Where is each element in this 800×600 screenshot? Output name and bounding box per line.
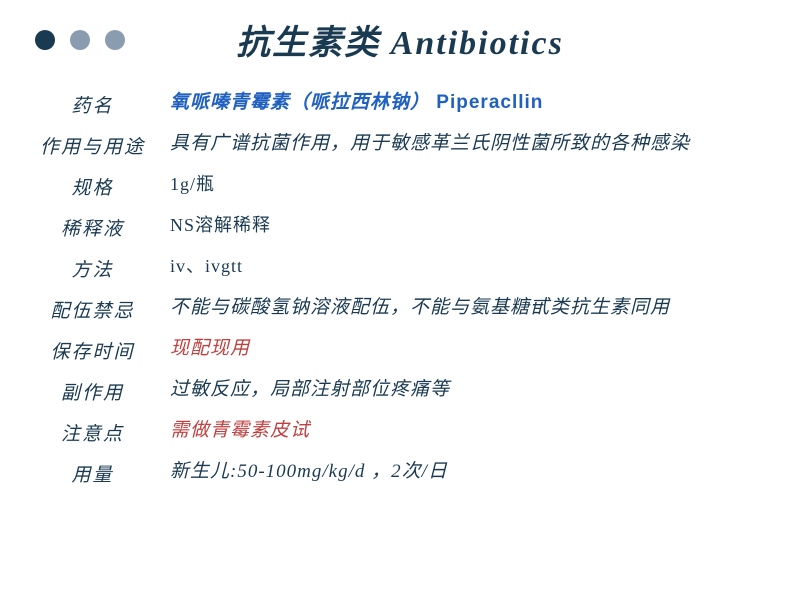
row-value: NS溶解稀释 [160, 212, 800, 239]
row-label: 作用与用途 [25, 130, 160, 159]
info-row: 稀释液NS溶解稀释 [25, 212, 800, 241]
row-value: 过敏反应，局部注射部位疼痛等 [160, 376, 800, 405]
row-value: 1g/瓶 [160, 171, 800, 198]
row-value: 需做青霉素皮试 [160, 417, 800, 446]
info-row: 规格1g/瓶 [25, 171, 800, 200]
info-row: 配伍禁忌不能与碳酸氢钠溶液配伍，不能与氨基糖甙类抗生素同用 [25, 294, 800, 323]
info-row: 作用与用途具有广谱抗菌作用，用于敏感革兰氏阴性菌所致的各种感染 [25, 130, 800, 159]
dot-2 [70, 30, 90, 50]
row-label: 配伍禁忌 [25, 294, 160, 323]
row-label: 稀释液 [25, 212, 160, 241]
dot-1 [35, 30, 55, 50]
row-value: 现配现用 [160, 335, 800, 364]
row-value: iv、ivgtt [160, 253, 800, 280]
info-row: 副作用过敏反应，局部注射部位疼痛等 [25, 376, 800, 405]
row-label: 药名 [25, 89, 160, 118]
row-label: 规格 [25, 171, 160, 200]
row-value: 新生儿:50-100mg/kg/d ，2次/日 [160, 458, 800, 487]
decorative-dots [35, 30, 125, 50]
info-row: 药名氧哌嗪青霉素（哌拉西林钠） Piperacllin [25, 89, 800, 118]
info-row: 方法iv、ivgtt [25, 253, 800, 282]
drug-name-cn: 氧哌嗪青霉素（哌拉西林钠） [170, 92, 430, 113]
row-label: 保存时间 [25, 335, 160, 364]
row-label: 方法 [25, 253, 160, 282]
row-label: 用量 [25, 458, 160, 487]
info-row: 用量新生儿:50-100mg/kg/d ，2次/日 [25, 458, 800, 487]
drug-name-en: Piperacllin [430, 92, 543, 113]
row-value: 具有广谱抗菌作用，用于敏感革兰氏阴性菌所致的各种感染 [160, 130, 800, 159]
row-value: 氧哌嗪青霉素（哌拉西林钠） Piperacllin [160, 89, 800, 118]
info-row: 保存时间现配现用 [25, 335, 800, 364]
dot-3 [105, 30, 125, 50]
row-label: 注意点 [25, 417, 160, 446]
row-label: 副作用 [25, 376, 160, 405]
row-value: 不能与碳酸氢钠溶液配伍，不能与氨基糖甙类抗生素同用 [160, 294, 800, 323]
content-table: 药名氧哌嗪青霉素（哌拉西林钠） Piperacllin作用与用途具有广谱抗菌作用… [0, 89, 800, 487]
info-row: 注意点需做青霉素皮试 [25, 417, 800, 446]
